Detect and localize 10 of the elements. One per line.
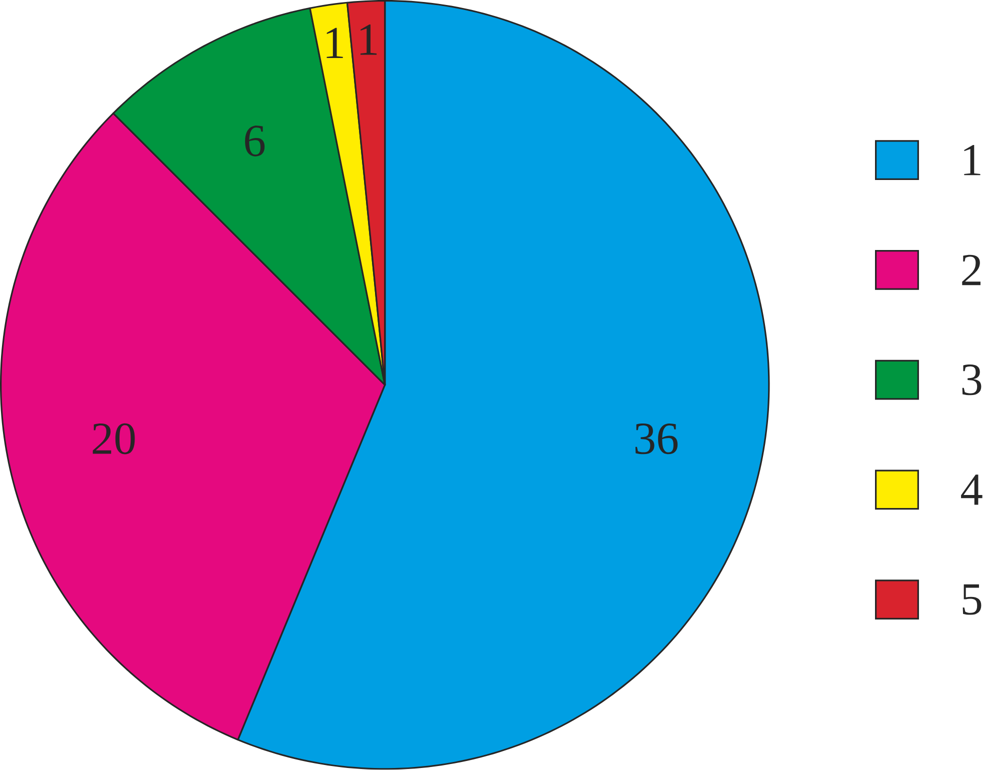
legend-label: 2 — [962, 254, 980, 286]
data-label: 1 — [326, 28, 343, 58]
data-label: 20 — [92, 424, 135, 454]
data-label: 36 — [635, 424, 678, 454]
legend-label: 1 — [964, 145, 980, 176]
legend-label: 3 — [962, 364, 982, 396]
data-label: 1 — [360, 24, 377, 55]
legend-label: 4 — [961, 474, 982, 505]
data-label: 6 — [245, 126, 265, 156]
legend-label: 5 — [962, 584, 982, 615]
